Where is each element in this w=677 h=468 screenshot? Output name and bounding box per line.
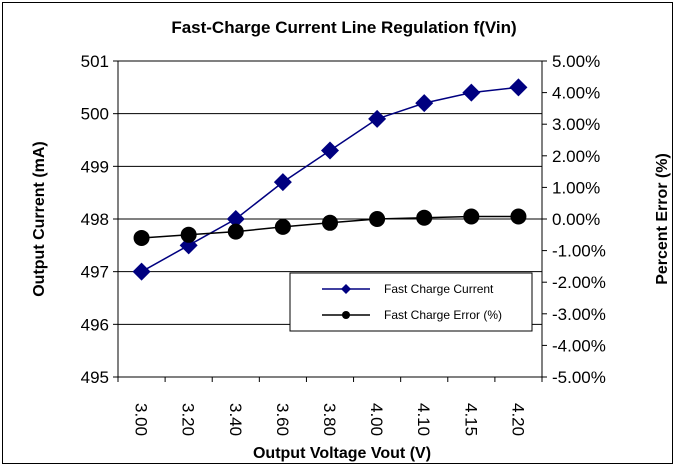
data-point-diamond [226,210,245,228]
y-tick-label: 500 [81,105,109,124]
y-axis-label: Output Current (mA) [31,141,48,297]
data-point-circle [133,229,150,246]
legend-label-current: Fast Charge Current [384,282,494,296]
y2-tick-label: 3.00% [552,115,600,134]
y2-tick-label: -3.00% [552,305,606,324]
legend-marker-circle [342,311,350,319]
y-tick-label: 499 [81,157,109,176]
chart-title: Fast-Charge Current Line Regulation f(Vi… [171,18,516,37]
y2-tick-label: 1.00% [552,178,600,197]
data-point-circle [227,223,244,240]
x-tick-label: 3.00 [132,403,151,436]
y2-tick-label: -2.00% [552,273,606,292]
data-point-diamond [132,262,151,281]
series-layer [132,78,528,281]
x-tick-label: 4.20 [508,403,527,436]
y2-tick-label: -5.00% [552,368,606,387]
y-tick-label: 496 [81,315,109,334]
x-tick-label: 3.60 [273,403,292,436]
y2-tick-label: 0.00% [552,210,600,229]
data-point-circle [180,226,197,243]
y2-tick-label: -1.00% [552,242,606,261]
data-point-diamond [462,83,481,102]
data-point-diamond [509,78,528,97]
legend-box [289,272,533,332]
y-axis-ticks: 495 496 497 498 499 500 501 [81,52,118,387]
x-tick-label: 4.10 [414,403,433,436]
data-point-circle [322,214,338,231]
y2-tick-label: 4.00% [552,84,600,103]
y2-tick-label: -4.00% [552,336,606,355]
data-point-circle [510,208,527,225]
series-line-0 [141,86,519,273]
y-tick-label: 497 [81,263,109,282]
y2-tick-label: 2.00% [552,147,600,166]
chart-frame [2,2,673,464]
data-point-diamond [321,141,339,160]
data-point-diamond [368,109,387,128]
y2-tick-label: 5.00% [552,52,600,71]
data-point-circle [274,218,291,235]
x-tick-label: 4.15 [461,403,480,436]
x-tick-label: 3.80 [320,403,339,436]
data-point-circle [463,208,480,225]
data-point-diamond [273,173,292,192]
data-point-circle [369,211,386,227]
x-tick-label: 3.40 [226,403,245,436]
y2-axis-ticks: -5.00% -4.00% -3.00% -2.00% -1.00% 0.00% 1.00%… [542,52,606,387]
y2-axis-label: Percent Error (%) [654,153,671,285]
x-tick-label: 3.20 [179,403,198,436]
x-axis-label: Output Voltage Vout (V) [253,445,431,462]
x-axis-ticks: 3.00 3.20 3.40 3.60 3.80 4.00 4.10 4.15 4.20 [117,377,543,436]
y-tick-label: 495 [81,368,109,387]
y-tick-label: 498 [81,210,109,229]
y-tick-label: 501 [81,52,109,71]
data-point-circle [416,209,433,226]
x-tick-label: 4.00 [367,403,386,436]
data-point-diamond [415,94,434,113]
legend-label-error: Fast Charge Error (%) [384,308,502,322]
legend: Fast Charge Current Fast Charge Error (%… [289,272,533,332]
legend-marker-diamond [341,284,351,294]
